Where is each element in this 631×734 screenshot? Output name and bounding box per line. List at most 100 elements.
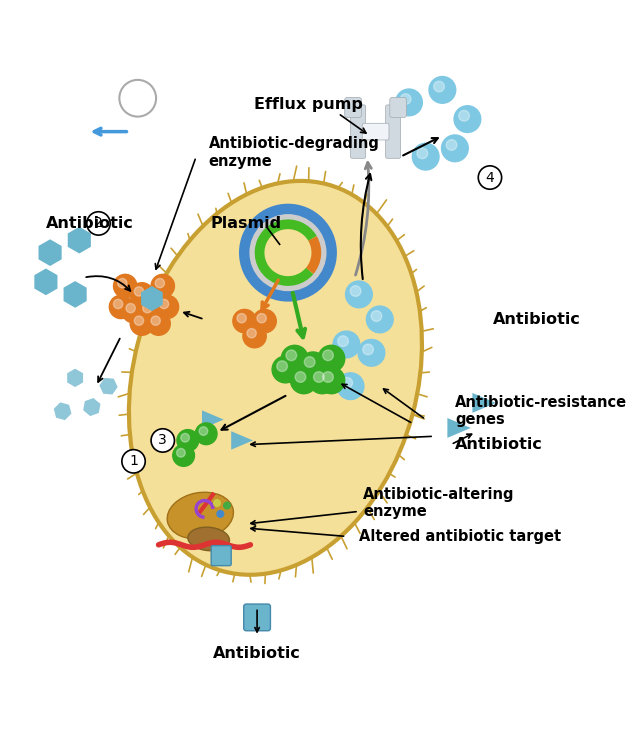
Circle shape [117, 278, 127, 288]
Circle shape [304, 357, 315, 367]
Circle shape [130, 283, 153, 306]
Circle shape [333, 331, 360, 357]
FancyBboxPatch shape [244, 604, 271, 631]
Polygon shape [473, 393, 496, 413]
Text: Antibiotic-altering
enzyme: Antibiotic-altering enzyme [363, 487, 514, 519]
Polygon shape [54, 402, 71, 420]
Circle shape [290, 367, 317, 393]
FancyBboxPatch shape [386, 105, 401, 159]
Circle shape [337, 373, 364, 399]
Text: Antibiotic-degrading
enzyme: Antibiotic-degrading enzyme [209, 137, 379, 169]
Polygon shape [34, 269, 57, 295]
Text: 2: 2 [94, 217, 103, 230]
Circle shape [277, 361, 288, 371]
Circle shape [151, 429, 174, 452]
Circle shape [253, 310, 276, 333]
Circle shape [114, 275, 137, 298]
Text: Antibiotic: Antibiotic [213, 646, 301, 661]
Circle shape [286, 350, 297, 360]
Circle shape [281, 345, 308, 372]
Circle shape [433, 81, 444, 92]
FancyBboxPatch shape [211, 545, 231, 566]
Circle shape [177, 429, 199, 451]
Circle shape [350, 286, 361, 297]
Circle shape [134, 287, 144, 296]
Circle shape [122, 299, 145, 323]
Circle shape [196, 423, 217, 445]
Text: Antibiotic-resistance
genes: Antibiotic-resistance genes [455, 395, 627, 427]
Circle shape [371, 310, 382, 321]
FancyBboxPatch shape [362, 123, 389, 140]
Ellipse shape [129, 181, 422, 575]
Polygon shape [67, 368, 83, 387]
Circle shape [87, 211, 110, 235]
Circle shape [160, 299, 168, 309]
FancyBboxPatch shape [345, 98, 362, 117]
Circle shape [338, 335, 348, 346]
Circle shape [130, 312, 153, 335]
Polygon shape [68, 227, 91, 253]
Circle shape [318, 367, 345, 393]
Circle shape [309, 367, 336, 393]
Circle shape [147, 312, 170, 335]
Circle shape [119, 80, 156, 117]
Circle shape [180, 433, 189, 442]
Circle shape [459, 110, 469, 121]
Text: Antibiotic: Antibiotic [455, 437, 543, 452]
Circle shape [139, 299, 162, 323]
Polygon shape [38, 239, 62, 266]
Text: Altered antibiotic target: Altered antibiotic target [359, 529, 561, 544]
Circle shape [151, 275, 174, 298]
Circle shape [217, 511, 224, 517]
Circle shape [272, 356, 299, 383]
Polygon shape [231, 432, 253, 450]
Circle shape [199, 426, 208, 435]
Circle shape [358, 339, 385, 366]
Ellipse shape [188, 527, 230, 550]
Circle shape [155, 278, 165, 288]
Circle shape [114, 299, 123, 309]
Circle shape [295, 371, 306, 382]
Circle shape [417, 148, 428, 159]
Circle shape [342, 377, 353, 388]
Circle shape [243, 324, 266, 348]
Circle shape [396, 89, 422, 116]
Circle shape [300, 352, 326, 379]
Ellipse shape [167, 493, 233, 539]
Circle shape [367, 306, 393, 333]
Circle shape [143, 303, 152, 313]
Text: 4: 4 [486, 170, 494, 184]
Polygon shape [83, 398, 100, 416]
Polygon shape [99, 378, 117, 394]
Circle shape [151, 316, 160, 325]
Circle shape [214, 500, 220, 506]
Text: Plasmid: Plasmid [211, 216, 282, 231]
Text: Efflux pump: Efflux pump [254, 97, 363, 112]
Circle shape [126, 303, 135, 313]
Circle shape [322, 371, 333, 382]
Circle shape [346, 281, 372, 308]
Text: Antibiotic: Antibiotic [492, 312, 581, 327]
Circle shape [257, 313, 266, 323]
FancyBboxPatch shape [390, 98, 406, 117]
Circle shape [177, 448, 186, 457]
Circle shape [454, 106, 481, 132]
Circle shape [173, 445, 194, 466]
Circle shape [363, 344, 374, 355]
Polygon shape [141, 286, 163, 311]
Circle shape [155, 295, 179, 319]
Circle shape [122, 450, 145, 473]
Circle shape [429, 76, 456, 103]
Circle shape [314, 371, 324, 382]
Circle shape [442, 135, 468, 161]
Text: Antibiotic: Antibiotic [46, 216, 134, 231]
Text: 1: 1 [129, 454, 138, 468]
Circle shape [109, 295, 133, 319]
Circle shape [322, 350, 333, 360]
Circle shape [446, 139, 457, 150]
Polygon shape [447, 418, 471, 438]
Circle shape [247, 329, 256, 338]
Circle shape [412, 143, 439, 170]
Circle shape [233, 310, 256, 333]
Circle shape [478, 166, 502, 189]
